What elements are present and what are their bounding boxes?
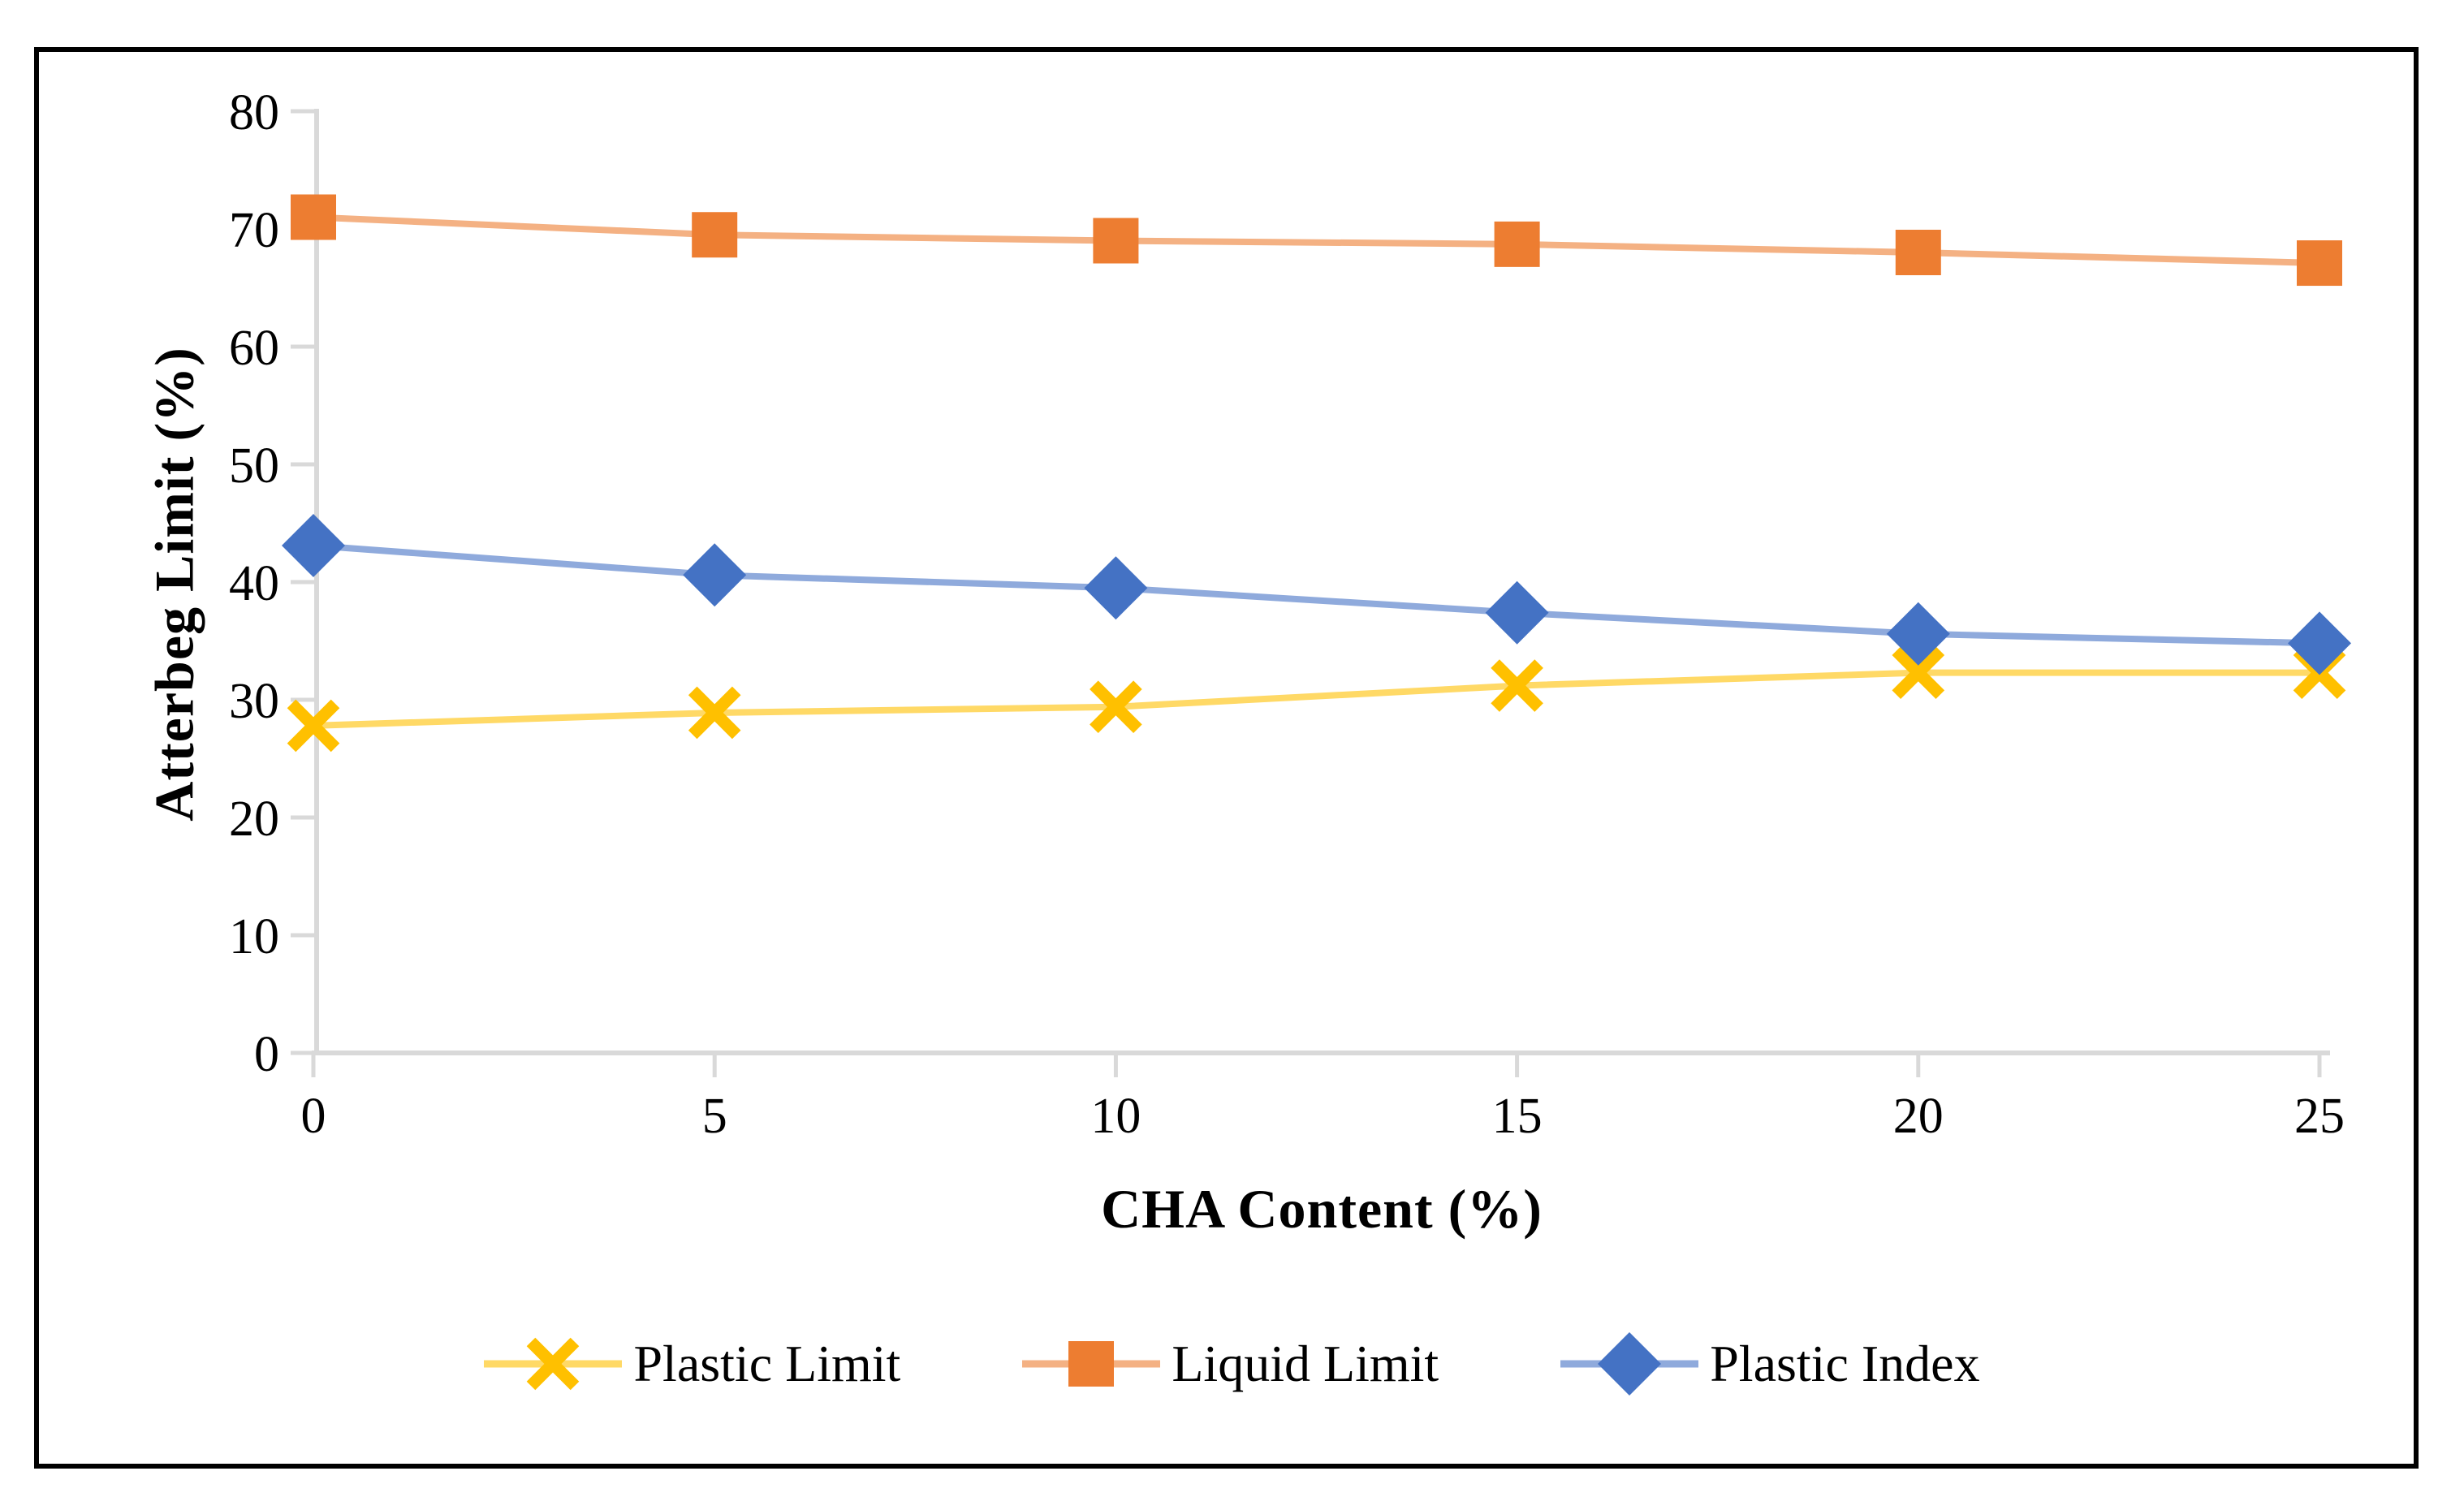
square-marker-icon [692,212,738,258]
y-tick-label: 40 [229,556,279,611]
y-tick-label: 10 [229,909,279,964]
legend-label: Liquid Limit [1172,1335,1439,1392]
x-marker-icon [484,1337,623,1391]
series-plastic-index [282,514,2351,675]
legend-label: Plastic Index [1710,1335,1980,1392]
series-line-liquid-limit [313,214,2320,267]
series-line-plastic-index [313,542,2320,647]
diamond-marker-icon [1560,1332,1699,1396]
x-marker-icon [1892,646,1945,699]
square-marker-icon [1494,221,1540,267]
x-tick-label: 20 [1893,1089,1944,1144]
diamond-marker-icon [683,543,747,607]
series-plastic-limit [287,646,2346,753]
x-tick-label: 5 [702,1089,727,1144]
diamond-marker-icon [1485,580,1549,645]
diamond-marker-icon [1598,1332,1662,1396]
y-axis-title: Atterbeg Limit (%) [143,347,205,822]
diamond-marker-icon [2288,611,2351,675]
x-axis-title: CHA Content (%) [1101,1178,1543,1240]
x-marker-icon [1491,659,1543,712]
y-tick-label: 80 [229,85,279,140]
legend-item-plastic-index: Plastic Index [1560,1327,1980,1400]
legend-item-plastic-limit: Plastic Limit [484,1327,900,1400]
diamond-marker-icon [1084,556,1148,620]
x-tick-label: 0 [301,1089,326,1144]
diamond-marker-icon [1886,602,1950,666]
square-marker-icon [1093,218,1139,264]
legend-label: Plastic Limit [633,1335,901,1392]
legend-item-liquid-limit: Liquid Limit [1022,1327,1439,1400]
y-tick-label: 60 [229,321,279,376]
y-tick-label: 70 [229,203,279,258]
series-liquid-limit [291,194,2342,287]
y-tick-label: 20 [229,792,279,847]
square-marker-icon [1022,1341,1161,1387]
square-marker-icon [2297,240,2342,287]
x-marker-icon [1090,680,1142,734]
x-tick-label: 10 [1090,1089,1141,1144]
legend: Plastic Limit Liquid Limit Plastic Index [0,1327,2464,1400]
y-tick-label: 0 [254,1027,279,1082]
x-marker-icon [688,686,741,740]
x-tick-label: 15 [1492,1089,1543,1144]
x-tick-label: 25 [2294,1089,2345,1144]
x-marker-icon [527,1337,580,1391]
square-marker-icon [291,194,336,240]
y-tick-label: 30 [229,674,279,729]
figure-border [34,47,2419,1469]
series-line-plastic-limit [313,669,2319,729]
x-marker-icon [287,699,340,753]
square-marker-icon [1895,230,1941,275]
y-tick-label: 50 [229,438,279,494]
square-marker-icon [1068,1341,1115,1387]
diamond-marker-icon [282,514,345,578]
